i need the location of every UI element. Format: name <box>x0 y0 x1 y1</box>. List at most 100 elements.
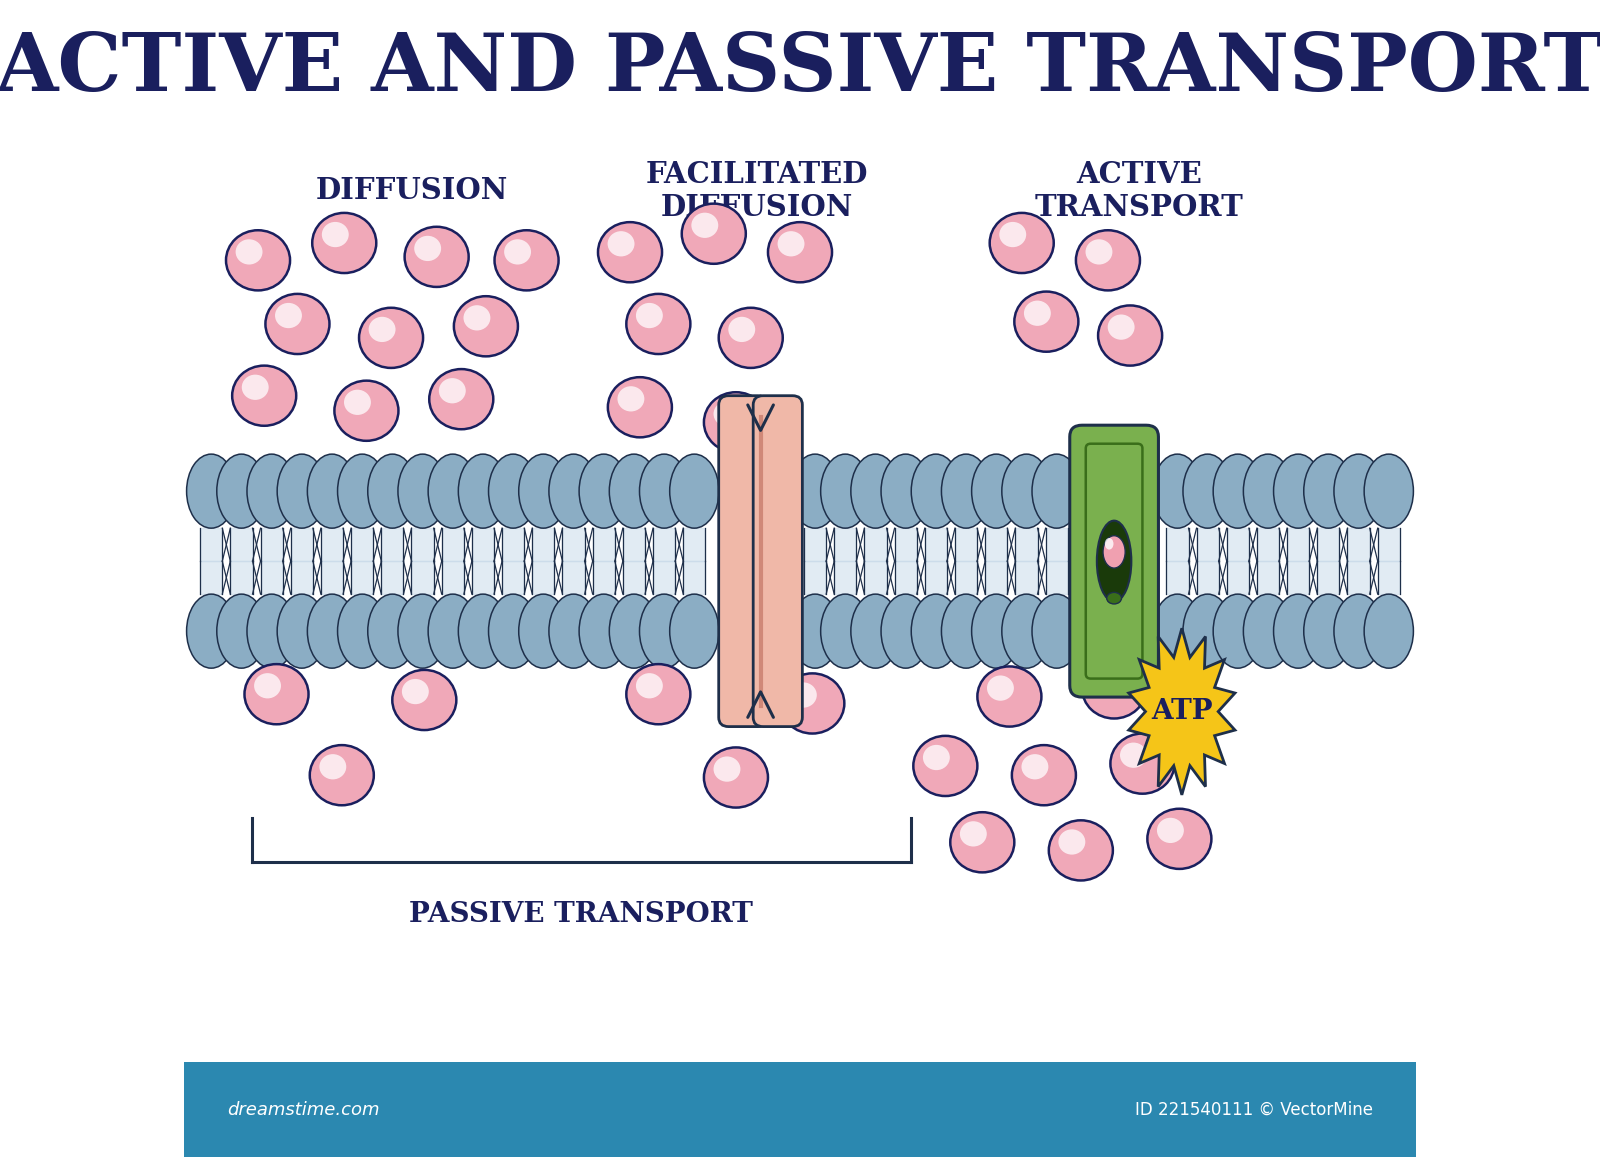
Circle shape <box>635 303 662 329</box>
Circle shape <box>960 821 987 847</box>
Circle shape <box>1082 658 1146 718</box>
Ellipse shape <box>579 595 629 669</box>
Ellipse shape <box>790 595 840 669</box>
Ellipse shape <box>579 454 629 528</box>
Ellipse shape <box>518 595 568 669</box>
Circle shape <box>718 308 782 368</box>
Ellipse shape <box>971 595 1021 669</box>
Circle shape <box>978 666 1042 727</box>
Ellipse shape <box>1102 536 1125 568</box>
Circle shape <box>626 664 690 724</box>
Ellipse shape <box>187 454 235 528</box>
Circle shape <box>598 222 662 282</box>
Circle shape <box>242 375 269 400</box>
Circle shape <box>608 231 635 257</box>
Circle shape <box>438 378 466 404</box>
Circle shape <box>494 230 558 290</box>
Ellipse shape <box>1002 454 1051 528</box>
Circle shape <box>226 230 290 290</box>
Circle shape <box>635 673 662 699</box>
Circle shape <box>923 745 950 771</box>
Ellipse shape <box>670 454 718 528</box>
Ellipse shape <box>458 595 507 669</box>
Ellipse shape <box>1107 592 1122 604</box>
Circle shape <box>682 204 746 264</box>
Ellipse shape <box>610 454 659 528</box>
Circle shape <box>1157 818 1184 843</box>
Ellipse shape <box>1365 454 1413 528</box>
Ellipse shape <box>1182 595 1232 669</box>
Circle shape <box>504 239 531 265</box>
Ellipse shape <box>338 595 387 669</box>
Circle shape <box>1098 305 1162 366</box>
Circle shape <box>1110 734 1174 794</box>
Ellipse shape <box>1243 595 1293 669</box>
Ellipse shape <box>851 454 901 528</box>
Ellipse shape <box>488 454 538 528</box>
FancyBboxPatch shape <box>754 396 802 727</box>
FancyBboxPatch shape <box>184 1062 1416 1157</box>
Circle shape <box>429 369 493 429</box>
Circle shape <box>405 227 469 287</box>
Ellipse shape <box>610 595 659 669</box>
Circle shape <box>275 303 302 329</box>
Circle shape <box>778 231 805 257</box>
Ellipse shape <box>670 595 718 669</box>
Circle shape <box>322 222 349 248</box>
Circle shape <box>1011 745 1075 805</box>
Ellipse shape <box>882 595 930 669</box>
Circle shape <box>1024 301 1051 326</box>
Circle shape <box>1120 743 1147 768</box>
Circle shape <box>344 390 371 415</box>
Ellipse shape <box>368 595 418 669</box>
Ellipse shape <box>1365 595 1413 669</box>
Circle shape <box>1014 292 1078 352</box>
Ellipse shape <box>1334 595 1384 669</box>
Ellipse shape <box>1182 454 1232 528</box>
Ellipse shape <box>1213 595 1262 669</box>
Circle shape <box>310 745 374 805</box>
Circle shape <box>714 401 741 427</box>
Ellipse shape <box>549 595 598 669</box>
Circle shape <box>454 296 518 356</box>
Ellipse shape <box>458 454 507 528</box>
Ellipse shape <box>1106 538 1114 550</box>
Circle shape <box>266 294 330 354</box>
Circle shape <box>608 377 672 437</box>
Circle shape <box>1050 820 1114 880</box>
FancyBboxPatch shape <box>718 396 768 727</box>
Ellipse shape <box>1098 521 1131 602</box>
Circle shape <box>626 294 690 354</box>
Ellipse shape <box>1304 454 1354 528</box>
Ellipse shape <box>1152 595 1202 669</box>
Ellipse shape <box>549 454 598 528</box>
Circle shape <box>790 683 818 708</box>
Ellipse shape <box>882 454 930 528</box>
Circle shape <box>312 213 376 273</box>
Circle shape <box>392 670 456 730</box>
Circle shape <box>914 736 978 796</box>
Ellipse shape <box>216 454 266 528</box>
FancyBboxPatch shape <box>1070 425 1158 697</box>
Ellipse shape <box>851 595 901 669</box>
Circle shape <box>464 305 490 331</box>
Ellipse shape <box>488 595 538 669</box>
Circle shape <box>768 222 832 282</box>
Ellipse shape <box>429 595 477 669</box>
Circle shape <box>704 392 768 452</box>
Text: ATP: ATP <box>1150 698 1213 725</box>
Ellipse shape <box>216 595 266 669</box>
Ellipse shape <box>1002 595 1051 669</box>
Ellipse shape <box>518 454 568 528</box>
Ellipse shape <box>1334 454 1384 528</box>
Circle shape <box>704 747 768 808</box>
Text: DIFFUSION: DIFFUSION <box>315 176 509 206</box>
Text: ID 221540111 © VectorMine: ID 221540111 © VectorMine <box>1134 1100 1373 1119</box>
Ellipse shape <box>1032 595 1082 669</box>
Circle shape <box>368 317 395 342</box>
Circle shape <box>1091 668 1118 693</box>
Ellipse shape <box>640 454 688 528</box>
Ellipse shape <box>429 454 477 528</box>
Text: dreamstime.com: dreamstime.com <box>227 1100 379 1119</box>
Text: FACILITATED
DIFFUSION: FACILITATED DIFFUSION <box>646 160 869 222</box>
